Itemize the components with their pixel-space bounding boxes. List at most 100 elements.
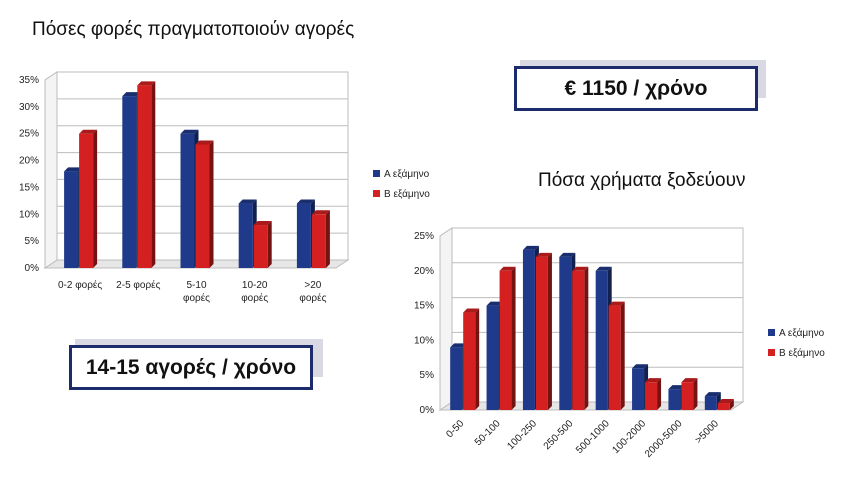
bar-top (535, 252, 552, 257)
legend-label: Α εξάμηνο (384, 168, 430, 180)
legend-swatch (768, 349, 775, 356)
y-tick-label: 20% (414, 266, 434, 277)
legend-swatch (373, 190, 380, 197)
bar-top (296, 199, 315, 204)
bar-side (693, 378, 698, 410)
bar-top (64, 167, 83, 172)
bar (238, 203, 253, 268)
x-tick-label: 0-50 (444, 418, 466, 440)
y-tick-label: 10% (19, 209, 39, 220)
y-tick-label: 25% (414, 231, 434, 242)
bar (195, 144, 210, 268)
bar (253, 225, 268, 268)
bar (122, 96, 137, 268)
bar-side (151, 81, 156, 268)
y-tick-label: 20% (19, 156, 39, 167)
bar-top (522, 245, 539, 250)
bar-top (311, 210, 330, 215)
bar (595, 270, 608, 410)
x-tick-label: >20 (304, 280, 321, 291)
legend-swatch (768, 329, 775, 336)
bar-top (122, 92, 141, 97)
chart2-title: Πόσα χρήματα ξοδεύουν (538, 170, 746, 191)
yearly-spend-text: € 1150 / χρόνο (514, 66, 758, 111)
bar (180, 133, 195, 268)
bar-side (325, 210, 330, 268)
bar (645, 382, 658, 410)
bar (499, 270, 512, 410)
x-tick-label: >5000 (693, 418, 721, 446)
bar-side (209, 140, 214, 268)
y-tick-label: 35% (19, 75, 39, 86)
bar-top (559, 252, 576, 257)
bar-top (499, 266, 516, 271)
x-tick-label: 50-100 (473, 418, 503, 448)
bar (64, 171, 79, 268)
chart1-title: Πόσες φορές πραγματοποιούν αγορές (32, 19, 355, 40)
bar-top (137, 81, 156, 86)
bar (704, 396, 717, 410)
bar-side (93, 129, 98, 268)
bar-top (608, 301, 625, 306)
plot-floor (438, 401, 745, 411)
y-tick-label: 5% (25, 236, 40, 247)
x-tick-label: 2-5 φορές (116, 279, 160, 291)
legend-label: Β εξάμηνο (779, 347, 825, 359)
bar (681, 382, 694, 410)
y-tick-label: 25% (19, 129, 39, 140)
bar (608, 305, 621, 410)
bar (450, 347, 463, 410)
y-tick-label: 5% (420, 370, 435, 381)
y-tick-label: 30% (19, 102, 39, 113)
x-tick-label: 10-20 (242, 280, 268, 291)
bar (137, 85, 152, 268)
bar-side (584, 266, 589, 410)
yearly-purchases-text: 14-15 αγορές / χρόνο (69, 345, 313, 390)
bar (668, 389, 681, 410)
bar (486, 305, 499, 410)
x-tick-label: φορές (183, 292, 210, 304)
legend-label: Β εξάμηνο (384, 188, 430, 200)
bar (79, 133, 94, 268)
x-tick-label: 100-250 (505, 418, 539, 452)
bar-top (645, 378, 662, 383)
bar (296, 203, 311, 268)
bar-top (463, 308, 480, 313)
bar-side (547, 252, 552, 410)
bar-side (267, 221, 272, 268)
x-tick-label: φορές (299, 292, 326, 304)
x-tick-label: 2000-5000 (643, 418, 685, 460)
legend-swatch (373, 170, 380, 177)
bar-top (595, 266, 612, 271)
y-tick-label: 15% (414, 301, 434, 312)
bar-side (657, 378, 662, 410)
bar (311, 214, 326, 268)
bar (522, 249, 535, 410)
bar-top (704, 392, 721, 397)
bar-side (511, 266, 516, 410)
y-tick-label: 10% (414, 335, 434, 346)
bar-side (475, 308, 480, 410)
bar-side (620, 301, 625, 410)
bar (535, 256, 548, 410)
x-tick-label: 100-2000 (611, 418, 649, 456)
bar-side (729, 399, 734, 410)
bar-top (450, 343, 467, 348)
x-tick-label: 250-500 (542, 418, 576, 452)
bar-top (681, 378, 698, 383)
bar-top (195, 140, 214, 145)
bar-top (717, 399, 734, 404)
x-tick-label: 5-10 (186, 280, 206, 291)
bar (572, 270, 585, 410)
y-tick-label: 0% (25, 263, 40, 274)
bar (559, 256, 572, 410)
bar-top (486, 301, 503, 306)
bar (717, 403, 730, 410)
x-tick-label: 500-1000 (574, 418, 612, 456)
bar-top (668, 385, 685, 390)
bar-top (632, 364, 649, 369)
bar-top (253, 221, 272, 226)
x-tick-label: 0-2 φορές (58, 279, 102, 291)
